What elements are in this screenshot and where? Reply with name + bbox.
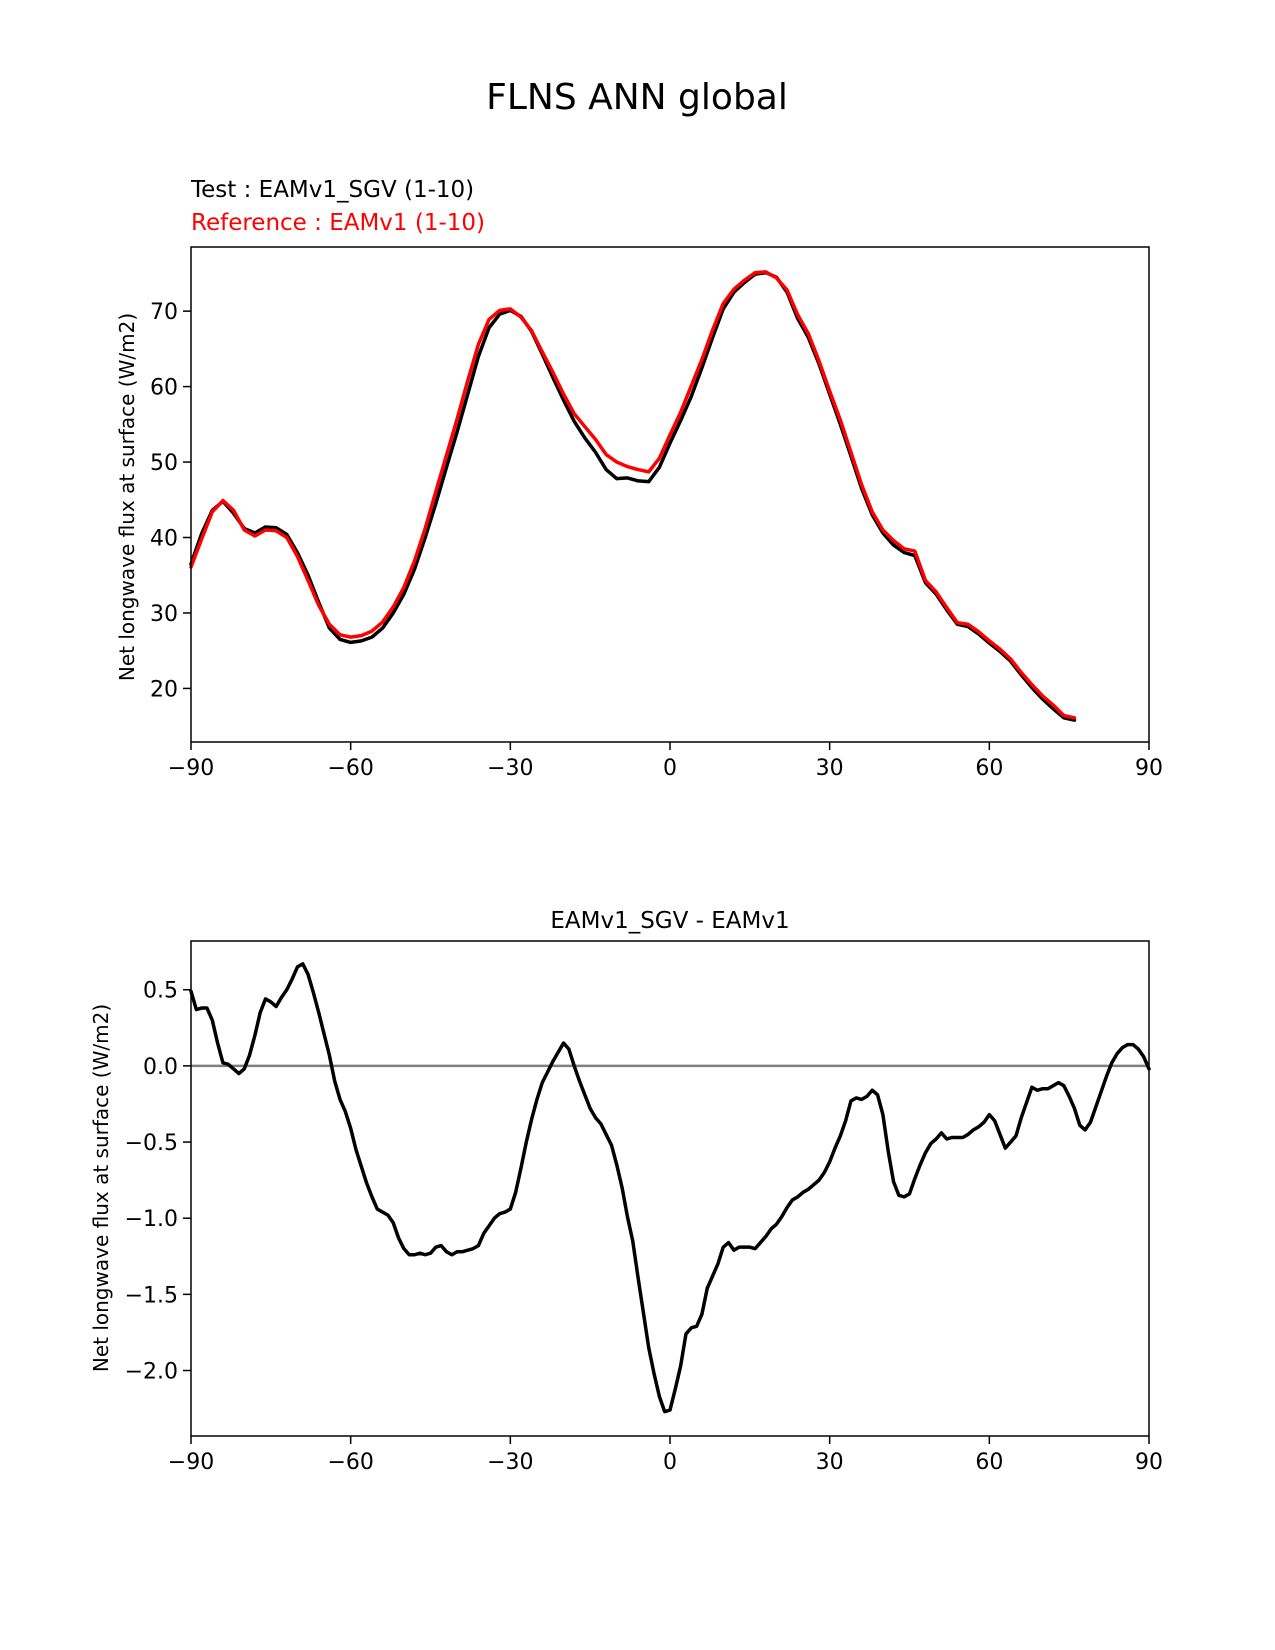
top-x-tick-label: −90 xyxy=(168,756,214,781)
top-axes-frame xyxy=(190,246,1150,743)
top-y-tick-label: 30 xyxy=(150,602,178,627)
bottom-plot-area: −90 −60 −30 0 30 60 90 −2.0 −1.5 −1.0 −0.5 0.0 0.5 xyxy=(125,962,1163,1475)
bottom-panel: EAMv1_SGV - EAMv1 Net longwave flux at s… xyxy=(89,908,1163,1475)
bottom-axes-frame xyxy=(190,940,1150,1437)
bottom-x-tick-label: 30 xyxy=(816,1450,844,1475)
bottom-y-axis-label: Net longwave flux at surface (W/m2) xyxy=(89,1004,113,1372)
bottom-y-tick-label: −2.0 xyxy=(125,1360,178,1385)
top-x-tick-label: 90 xyxy=(1135,756,1163,781)
bottom-x-tick-label: 60 xyxy=(975,1450,1003,1475)
bottom-x-tick-label: −90 xyxy=(168,1450,214,1475)
top-y-tick-label: 20 xyxy=(150,677,178,702)
bottom-x-tick-label: −60 xyxy=(327,1450,373,1475)
top-y-tick-label: 70 xyxy=(150,300,178,325)
top-y-tick-label: 60 xyxy=(150,376,178,401)
top-series-reference xyxy=(189,270,1077,720)
bottom-x-tick-label: −30 xyxy=(487,1450,533,1475)
bottom-y-tick-label: −0.5 xyxy=(125,1131,178,1156)
top-y-tick-label: 40 xyxy=(150,527,178,552)
bottom-y-tick-label: −1.0 xyxy=(125,1207,178,1232)
top-title-reference: Reference : EAMv1 (1-10) xyxy=(191,210,485,236)
top-x-tick-label: 60 xyxy=(975,756,1003,781)
top-x-tick-label: −60 xyxy=(327,756,373,781)
bottom-y-tick-label: −1.5 xyxy=(125,1283,178,1308)
top-panel: Test : EAMv1_SGV (1-10) Reference : EAMv… xyxy=(115,177,1163,781)
bottom-x-tick-label: 90 xyxy=(1135,1450,1163,1475)
top-x-tick-label: −30 xyxy=(487,756,533,781)
bottom-x-tick-label: 0 xyxy=(663,1450,677,1475)
top-y-axis-label: Net longwave flux at surface (W/m2) xyxy=(115,313,139,681)
figure-title: FLNS ANN global xyxy=(486,77,788,118)
top-x-tick-label: 30 xyxy=(816,756,844,781)
bottom-series-eamv1-sgv-eamv1 xyxy=(189,962,1151,1414)
top-y-tick-label: 50 xyxy=(150,451,178,476)
bottom-title: EAMv1_SGV - EAMv1 xyxy=(550,908,789,934)
bottom-y-tick-label: 0.5 xyxy=(143,979,178,1004)
top-x-tick-label: 0 xyxy=(663,756,677,781)
top-plot-area: −90 −60 −30 0 30 60 90 20 30 40 50 60 70 xyxy=(150,270,1163,781)
bottom-y-tick-label: 0.0 xyxy=(143,1055,178,1080)
top-title-test: Test : EAMv1_SGV (1-10) xyxy=(190,177,474,203)
